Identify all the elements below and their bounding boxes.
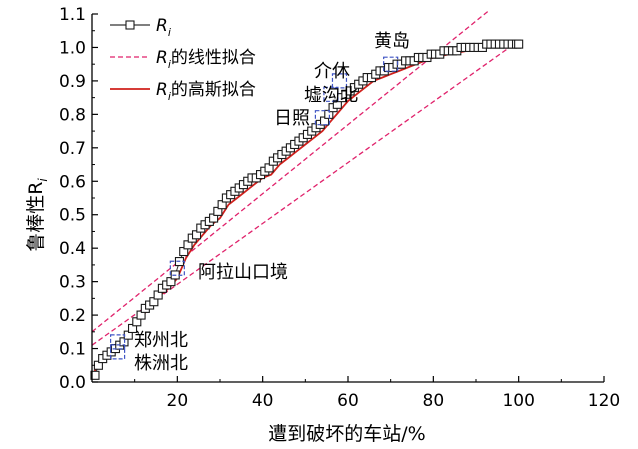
station-label: 郑州北 — [134, 330, 188, 351]
y-tick-label: 0.6 — [59, 172, 86, 192]
y-axis-label: 鲁棒性Ri — [25, 178, 50, 252]
x-tick-label: 60 — [337, 391, 359, 411]
legend-entry-rest: 的线性拟合 — [171, 48, 256, 68]
legend-entry-main: R — [156, 16, 168, 36]
x-tick-label: 40 — [252, 391, 274, 411]
legend-entry-sub: i — [168, 58, 171, 71]
legend-entry-rest: 的高斯拟合 — [171, 80, 256, 100]
station-label: 株洲北 — [134, 353, 188, 374]
legend-entry-sub: i — [168, 26, 171, 39]
x-tick-label: 120 — [588, 391, 620, 411]
station-highlight-box — [109, 344, 126, 360]
legend-entry-main: R — [156, 80, 168, 100]
x-tick-label: 80 — [423, 391, 445, 411]
y-tick-label: 0.3 — [59, 273, 86, 293]
station-label: 墟沟北 — [304, 85, 358, 106]
legend-ri-marker — [125, 20, 135, 30]
legend-entry-label: Ri — [156, 16, 171, 39]
y-axis-label-main: 鲁棒性R — [25, 182, 47, 252]
y-tick-label: 1.0 — [59, 38, 86, 58]
y-tick-label: 0.7 — [59, 139, 86, 159]
legend-entry-label: Ri的线性拟合 — [156, 48, 256, 71]
y-tick-label: 0.0 — [59, 373, 86, 393]
station-label: 阿拉山口境 — [198, 262, 288, 283]
highlight-layer — [109, 56, 399, 360]
station-highlight-box — [314, 110, 330, 126]
station-highlight-box — [323, 86, 339, 102]
station-highlight-box — [169, 260, 185, 276]
station-label: 黄岛 — [374, 31, 410, 52]
station-highlight-box — [331, 73, 348, 89]
y-tick-label: 0.4 — [59, 239, 86, 259]
legend-entry-sub: i — [168, 90, 171, 103]
ri-point — [514, 39, 524, 49]
station-highlight-box — [109, 334, 126, 350]
y-tick-label: 0.9 — [59, 72, 86, 92]
ri-point — [90, 370, 100, 380]
x-axis-label: 遭到破坏的车站/% — [268, 423, 425, 445]
y-tick-label: 0.1 — [59, 340, 86, 360]
tick-layer: 20 40 60 80 100 120 0.0 0.1 0.2 0.3 0.4 0.5 0.6 0.7 0.… — [59, 5, 620, 411]
legend-entry-label: Ri的高斯拟合 — [156, 80, 256, 103]
linear-fit-lower-line — [91, 40, 520, 346]
station-label: 介休 — [314, 61, 350, 82]
y-tick-label: 0.5 — [59, 206, 86, 226]
y-tick-label: 0.8 — [59, 105, 86, 125]
x-tick-label: 100 — [502, 391, 534, 411]
y-axis-label-sub: i — [36, 178, 50, 182]
x-tick-label: 20 — [167, 391, 189, 411]
station-label: 日照 — [274, 108, 310, 129]
station-highlight-box — [383, 56, 399, 72]
linear-fit-upper-line — [91, 10, 490, 333]
y-tick-label: 0.2 — [59, 306, 86, 326]
legend-entry-main: R — [156, 48, 168, 68]
y-tick-label: 1.1 — [59, 5, 86, 25]
